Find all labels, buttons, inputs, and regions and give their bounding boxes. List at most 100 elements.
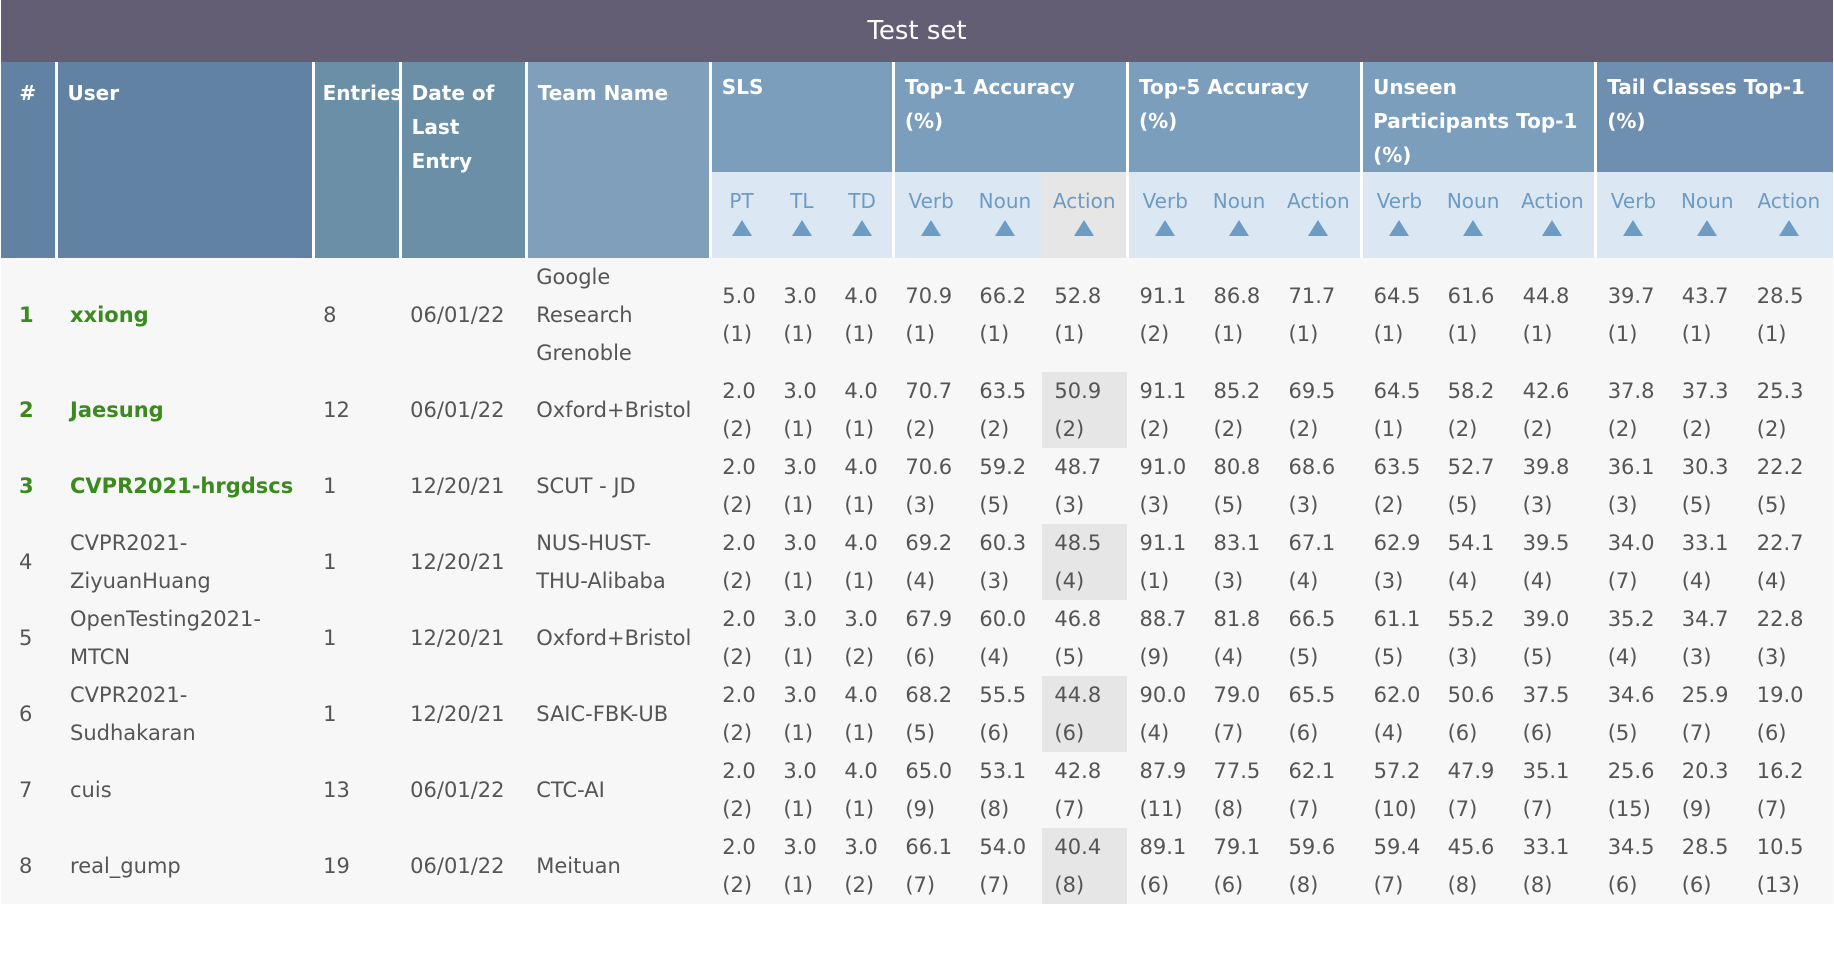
sort-up-icon[interactable] [791,220,812,236]
score-rank: (1) [1288,322,1319,346]
sort-up-icon[interactable] [994,220,1015,236]
score-value: 52.8 [1054,284,1102,308]
score-cell: 39.5 (4) [1511,524,1596,600]
score-rank: (5) [1522,645,1553,669]
subheader-action[interactable]: Action [1276,172,1364,258]
score-value: 44.8 [1522,284,1570,308]
score-rank: (4) [979,645,1010,669]
score-value: 39.5 [1522,531,1570,555]
header-group-tail: Tail Classes Top-1 (%) [1595,62,1833,172]
user-name: CVPR2021-ZiyuanHuang [70,531,211,593]
score-cell: 3.0 (1) [771,828,832,904]
table-row: 8 real_gump 19 06/01/22 Meituan 2.0 (2) 3.0 (1) 3… [1,828,1833,904]
score-value: 43.7 [1681,284,1729,308]
sort-up-icon[interactable] [1623,220,1644,236]
score-rank: (3) [1522,493,1553,517]
header-team[interactable]: Team Name [526,62,712,258]
header-entries[interactable]: Entries [313,62,402,258]
score-value: 3.0 [783,455,817,479]
header-rank[interactable]: # [1,62,58,258]
score-rank: (3) [1681,645,1712,669]
score-rank: (1) [783,873,814,897]
header-group-sls: SLS [710,62,895,172]
score-cell: 54.0 (7) [967,828,1042,904]
sort-up-icon[interactable] [1074,220,1095,236]
subheader-verb[interactable]: Verb [1127,172,1202,258]
subheader-pt[interactable]: PT [710,172,772,258]
score-rank: (4) [1447,569,1478,593]
score-cell: 58.2 (2) [1436,372,1511,448]
user-name[interactable]: Jaesung [70,398,164,422]
team-cell: SAIC-FBK-UB [536,702,669,726]
sort-up-icon[interactable] [731,220,752,236]
subheader-label: Action [1521,189,1584,213]
score-value: 22.7 [1756,531,1804,555]
score-rank: (5) [1681,493,1712,517]
subheader-verb[interactable]: Verb [1361,172,1436,258]
score-cell: 25.3 (2) [1745,372,1833,448]
sort-up-icon[interactable] [1308,220,1329,236]
score-rank: (6) [1213,873,1244,897]
score-value: 25.9 [1681,683,1729,707]
sort-up-icon[interactable] [1542,220,1563,236]
entries-cell: 1 [323,702,337,726]
score-value: 81.8 [1213,607,1261,631]
subheader-verb[interactable]: Verb [1595,172,1670,258]
subheader-action[interactable]: Action [1510,172,1598,258]
score-cell: 55.2 (3) [1436,600,1511,676]
score-rank: (2) [722,721,753,745]
sort-up-icon[interactable] [1389,220,1410,236]
score-cell: 5.0 (1) [710,258,771,372]
sort-up-icon[interactable] [1697,220,1718,236]
score-cell: 2.0 (2) [710,828,771,904]
sort-up-icon[interactable] [1155,220,1176,236]
header-user[interactable]: User [56,62,315,258]
score-value: 52.7 [1447,455,1495,479]
score-cell: 68.6 (3) [1277,448,1362,524]
score-rank: (3) [1607,493,1638,517]
subheader-tl[interactable]: TL [771,172,833,258]
score-value: 25.3 [1756,379,1804,403]
subheader-noun[interactable]: Noun [1669,172,1745,258]
score-value: 58.2 [1447,379,1495,403]
score-cell: 70.7 (2) [893,372,967,448]
score-cell: 59.2 (5) [967,448,1042,524]
score-cell: 67.1 (4) [1277,524,1362,600]
score-rank: (3) [1139,493,1170,517]
score-cell: 3.0 (1) [771,676,832,752]
sort-up-icon[interactable] [1778,220,1799,236]
sort-up-icon[interactable] [1229,220,1250,236]
score-rank: (4) [1139,721,1170,745]
table-row: 1 xxiong 8 06/01/22 Google Research Grenoble… [1,258,1833,372]
score-value: 60.0 [979,607,1027,631]
sort-up-icon[interactable] [1463,220,1484,236]
sort-up-icon[interactable] [852,220,873,236]
score-rank: (3) [1054,493,1085,517]
score-value: 39.0 [1522,607,1570,631]
score-cell: 2.0 (2) [710,600,771,676]
user-name[interactable]: CVPR2021-hrgdscs [70,474,294,498]
subheader-verb[interactable]: Verb [893,172,968,258]
subheader-td[interactable]: TD [832,172,895,258]
score-rank: (4) [1054,569,1085,593]
score-value: 59.2 [979,455,1027,479]
user-name[interactable]: xxiong [70,303,149,327]
score-rank: (3) [979,569,1010,593]
subheader-action[interactable]: Action [1744,172,1833,258]
subheader-noun[interactable]: Noun [1435,172,1511,258]
subheader-action[interactable]: Action [1042,172,1129,258]
subheader-label: Action [1286,189,1350,213]
team-cell: Google Research Grenoble [536,265,633,365]
score-value: 66.2 [979,284,1027,308]
score-rank: (6) [1756,721,1787,745]
score-value: 42.8 [1054,759,1102,783]
subheader-noun[interactable]: Noun [967,172,1043,258]
header-date[interactable]: Date of Last Entry [400,62,528,258]
score-cell: 65.5 (6) [1277,676,1362,752]
score-rank: (6) [1054,721,1085,745]
score-rank: (8) [1213,797,1244,821]
sort-up-icon[interactable] [921,220,942,236]
table-row: 7 cuis 13 06/01/22 CTC-AI 2.0 (2) 3.0 (1) 4.0 (1) 6… [1,752,1833,828]
subheader-noun[interactable]: Noun [1201,172,1277,258]
subheader-label: Action [1052,189,1116,213]
